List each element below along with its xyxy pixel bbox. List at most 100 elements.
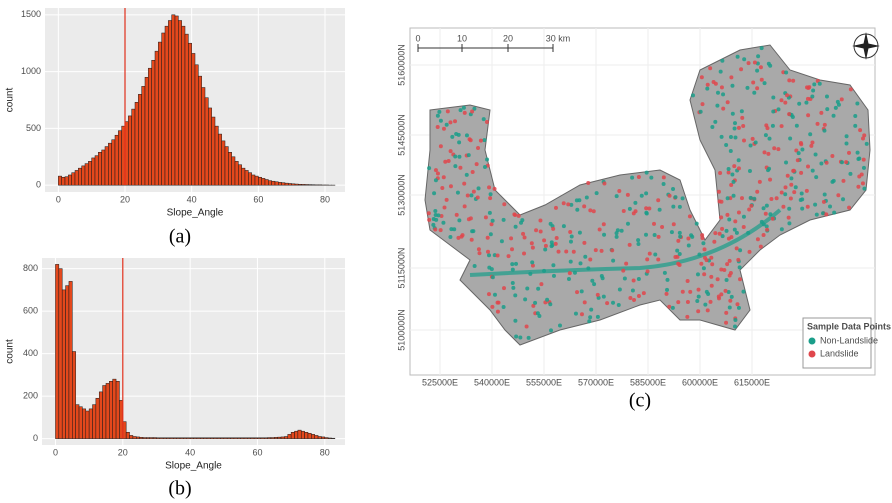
sample-point [542, 238, 546, 242]
x-tick-label: 60 [252, 447, 262, 457]
sample-point [525, 287, 529, 291]
sample-point [477, 186, 481, 190]
sample-point [653, 253, 657, 257]
sample-point [825, 161, 829, 165]
sample-point [690, 235, 694, 239]
sample-point [615, 194, 619, 198]
sample-point [718, 171, 722, 175]
bar [205, 98, 208, 185]
sample-point [755, 69, 759, 73]
sample-point [427, 218, 431, 222]
sample-point [701, 102, 705, 106]
sample-point [447, 159, 451, 163]
sample-point [575, 290, 579, 294]
sample-point [848, 172, 852, 176]
sample-point [491, 219, 495, 223]
sample-point [768, 178, 772, 182]
sample-point [747, 207, 751, 211]
sample-point [797, 151, 801, 155]
sample-point [658, 208, 662, 212]
bar [156, 438, 159, 439]
sample-point [804, 101, 808, 105]
sample-point [688, 290, 692, 294]
sample-point [665, 288, 669, 292]
sample-point [768, 137, 772, 141]
bar [224, 438, 227, 439]
sample-point [814, 152, 818, 156]
bar [115, 135, 118, 185]
x-tick-label: 80 [320, 194, 330, 204]
sample-point [570, 235, 574, 239]
map-y-label: 5100000N [396, 309, 406, 351]
bar [275, 182, 278, 185]
sample-point [433, 227, 437, 231]
bar [143, 438, 146, 439]
sample-point [728, 273, 732, 277]
sample-point [731, 112, 735, 116]
sample-point [618, 288, 622, 292]
sample-point [845, 134, 849, 138]
bar [152, 60, 155, 185]
sample-point [517, 214, 521, 218]
sample-point [862, 166, 866, 170]
sample-point [437, 110, 441, 114]
sample-point [787, 221, 791, 225]
bar [140, 437, 143, 438]
sample-point [796, 158, 800, 162]
sample-point [727, 167, 731, 171]
sample-point [794, 185, 798, 189]
sample-point [709, 300, 713, 304]
sample-point [485, 120, 489, 124]
sample-point [634, 209, 638, 213]
sample-point [759, 65, 763, 69]
sample-point [665, 278, 669, 282]
sample-point [667, 305, 671, 309]
sample-point [457, 155, 461, 159]
sample-point [720, 59, 724, 63]
sample-point [663, 271, 667, 275]
sample-point [465, 133, 469, 137]
bar [308, 433, 311, 438]
sample-point [738, 277, 742, 281]
sample-point [665, 292, 669, 296]
sample-point [482, 138, 486, 142]
sample-point [733, 324, 737, 328]
sample-point [530, 260, 534, 264]
bar [185, 34, 188, 185]
sample-point [825, 107, 829, 111]
sample-point [533, 301, 537, 305]
sample-point [776, 147, 780, 151]
sample-point [789, 183, 793, 187]
bar [82, 166, 85, 185]
sample-point [628, 243, 632, 247]
map-x-label: 570000E [578, 377, 614, 387]
sample-point [548, 302, 552, 306]
sample-point [615, 235, 619, 239]
caption: (b) [168, 478, 191, 500]
sample-point [789, 176, 793, 180]
sample-point [727, 218, 731, 222]
sample-point [762, 233, 766, 237]
bar [207, 438, 210, 439]
sample-point [586, 181, 590, 185]
sample-point [740, 196, 744, 200]
sample-point [687, 244, 691, 248]
sample-point [518, 336, 522, 340]
sample-point [587, 319, 591, 323]
sample-point [718, 199, 722, 203]
sample-point [489, 232, 493, 236]
sample-point [847, 151, 851, 155]
bar [321, 437, 324, 439]
sample-point [726, 100, 730, 104]
scale-label: 30 km [546, 33, 571, 43]
sample-point [830, 154, 834, 158]
sample-point [738, 265, 742, 269]
sample-point [730, 173, 734, 177]
sample-point [544, 244, 548, 248]
x-tick-label: 0 [53, 447, 58, 457]
bar [328, 438, 331, 439]
sample-point [686, 236, 690, 240]
sample-point [728, 259, 732, 263]
sample-point [493, 293, 497, 297]
map-x-label: 540000E [474, 377, 510, 387]
